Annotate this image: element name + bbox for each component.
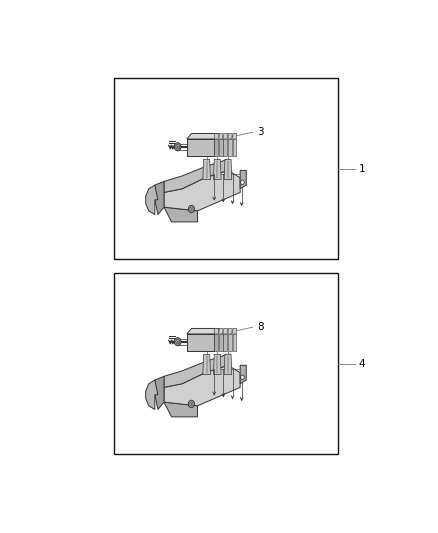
Polygon shape <box>228 328 232 334</box>
Circle shape <box>176 144 180 149</box>
Circle shape <box>190 207 193 211</box>
Polygon shape <box>187 328 219 334</box>
Circle shape <box>177 341 178 343</box>
Polygon shape <box>219 328 223 334</box>
Text: 3: 3 <box>257 127 264 136</box>
Polygon shape <box>233 139 237 156</box>
Circle shape <box>240 180 244 184</box>
Polygon shape <box>224 354 232 375</box>
Polygon shape <box>214 328 219 334</box>
Polygon shape <box>155 376 164 409</box>
Polygon shape <box>146 185 158 215</box>
Polygon shape <box>233 334 237 351</box>
Polygon shape <box>187 139 214 156</box>
Polygon shape <box>164 365 240 406</box>
Circle shape <box>188 400 194 408</box>
Polygon shape <box>164 207 198 222</box>
Polygon shape <box>233 328 237 334</box>
Polygon shape <box>228 334 232 351</box>
Polygon shape <box>203 354 210 375</box>
Bar <box>114 78 338 259</box>
Polygon shape <box>203 159 210 180</box>
Polygon shape <box>228 133 232 139</box>
Circle shape <box>190 402 193 406</box>
Polygon shape <box>223 328 228 334</box>
Polygon shape <box>213 354 221 375</box>
Polygon shape <box>146 380 158 409</box>
Bar <box>114 273 338 454</box>
Polygon shape <box>155 181 164 215</box>
Polygon shape <box>223 133 228 139</box>
Text: 8: 8 <box>257 321 264 332</box>
Polygon shape <box>164 354 228 387</box>
Polygon shape <box>164 402 198 417</box>
Polygon shape <box>223 139 227 156</box>
Polygon shape <box>223 334 227 351</box>
Text: 4: 4 <box>359 359 365 368</box>
Polygon shape <box>224 159 232 180</box>
Circle shape <box>188 205 194 213</box>
Polygon shape <box>240 365 246 384</box>
Polygon shape <box>214 334 218 351</box>
Polygon shape <box>187 334 214 351</box>
Polygon shape <box>233 133 237 139</box>
Polygon shape <box>164 171 240 211</box>
Polygon shape <box>187 133 219 139</box>
Polygon shape <box>214 133 219 139</box>
Polygon shape <box>213 159 221 180</box>
Polygon shape <box>214 139 218 156</box>
Polygon shape <box>228 139 232 156</box>
Circle shape <box>191 403 192 405</box>
Circle shape <box>191 208 192 209</box>
Circle shape <box>174 338 181 346</box>
Circle shape <box>177 146 178 148</box>
Polygon shape <box>219 133 223 139</box>
Polygon shape <box>164 159 228 192</box>
Polygon shape <box>219 334 223 351</box>
Circle shape <box>240 375 244 379</box>
Polygon shape <box>219 139 223 156</box>
Text: 1: 1 <box>359 164 365 174</box>
Circle shape <box>174 143 181 151</box>
Polygon shape <box>240 171 246 189</box>
Circle shape <box>176 340 180 344</box>
